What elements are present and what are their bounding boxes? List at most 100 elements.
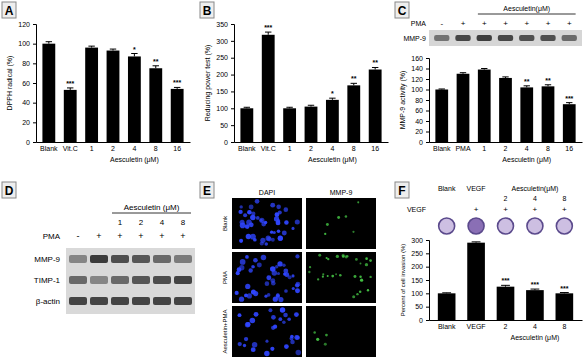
bar: [64, 90, 77, 142]
blot-header: Aesculetin (μM): [124, 203, 180, 212]
micrograph: [232, 252, 302, 303]
cell-dot: [335, 273, 337, 275]
lane-mark: +: [482, 19, 487, 28]
y-tick-label: 80: [22, 60, 30, 67]
x-tick: VEGF: [467, 320, 486, 330]
cell-dot: [278, 210, 282, 214]
cell-dot: [296, 336, 300, 340]
cell-dot: [325, 334, 328, 337]
column-label: MMP-9: [330, 189, 353, 196]
x-tick: 2: [504, 142, 508, 152]
y-tick-label: 200: [216, 71, 228, 78]
bar: [107, 51, 120, 142]
cell-dot: [282, 263, 285, 266]
y-tick-label: 300: [216, 38, 228, 45]
error-bar: [88, 46, 94, 47]
panel-label-box: [395, 182, 409, 198]
error-bar: [67, 88, 73, 90]
x-axis-line: [430, 142, 583, 143]
micrograph: [232, 198, 302, 249]
x-tick: 16: [371, 142, 379, 152]
micrograph: [306, 252, 376, 303]
x-tick: 4: [525, 142, 529, 152]
error-bar: [308, 105, 314, 106]
cell-dot: [294, 312, 299, 317]
x-tick-label: 1: [288, 145, 292, 152]
x-tick: 4: [330, 142, 334, 152]
x-tick-label: Blank: [438, 323, 456, 330]
cell-dot: [256, 216, 260, 220]
blot-band: [455, 35, 470, 41]
y-tick-mark: [231, 108, 234, 109]
x-tick: 4: [132, 142, 136, 152]
cell-dot: [294, 335, 299, 340]
micrograph: [306, 198, 376, 249]
bar: [305, 107, 318, 142]
error-bar: [560, 292, 569, 294]
y-tick-mark: [33, 44, 36, 45]
blot-band: [90, 276, 108, 284]
bar: [42, 44, 55, 142]
cell-dot: [369, 276, 371, 278]
cell-dot: [265, 281, 270, 286]
y-tick-mark: [231, 125, 234, 126]
y-tick-mark: [33, 83, 36, 84]
cell-dot: [240, 223, 246, 229]
cell-dot: [251, 265, 254, 268]
error-bar: [265, 32, 271, 35]
x-axis-title: Aesculetin (μM): [511, 334, 560, 342]
invasion-well: [527, 218, 543, 234]
cell-dot: [360, 279, 363, 282]
x-axis-title: Aesculetin (μM): [110, 156, 159, 164]
cell-dot: [251, 212, 255, 216]
lane-mark: +: [524, 19, 529, 28]
x-tick: PMA: [455, 142, 471, 152]
cell-dot: [246, 219, 252, 225]
y-tick-mark: [33, 103, 36, 104]
x-tick: Blank: [433, 142, 451, 152]
bar: [499, 78, 512, 142]
x-axis-line: [235, 142, 389, 143]
cell-dot: [278, 236, 283, 241]
cell-dot: [295, 288, 300, 293]
cell-dot: [365, 263, 368, 266]
blot-band: [174, 276, 192, 284]
x-tick: 2: [504, 320, 508, 330]
x-tick: 2: [309, 142, 313, 152]
x-tick: 16: [173, 142, 181, 152]
x-tick-label: Blank: [40, 145, 58, 152]
y-tick: 350: [216, 21, 234, 28]
cell-dot: [337, 216, 340, 219]
error-bar: [351, 83, 357, 85]
y-tick-mark: [426, 58, 429, 59]
blot-band: [519, 35, 534, 41]
cell-dot: [316, 338, 319, 341]
y-tick: 50: [415, 303, 429, 310]
micrograph-background: [306, 252, 376, 303]
y-tick: 20: [415, 128, 429, 135]
y-tick-mark: [33, 63, 36, 64]
cell-dot: [278, 317, 282, 321]
cell-dot: [273, 297, 278, 302]
cell-dot: [251, 347, 256, 352]
x-tick: 1: [288, 142, 292, 152]
cell-dot: [359, 291, 362, 294]
panel-letter: E: [203, 184, 211, 198]
y-axis: 050100150200250300: [411, 237, 429, 324]
cell-dot: [309, 266, 311, 268]
y-axis: 020406080100120140160: [411, 55, 429, 146]
error-bar: [545, 85, 551, 87]
y-tick-label: 0: [419, 317, 423, 324]
treatment-label: VEGF: [407, 206, 426, 213]
bar: [262, 35, 275, 142]
lane-mark: +: [159, 231, 164, 241]
panel-label: E: [200, 182, 214, 198]
error-bar: [566, 103, 572, 105]
cell-dot: [295, 220, 300, 225]
panel-letter: C: [398, 4, 407, 18]
band-label: MMP-9: [403, 35, 426, 42]
cell-dot: [282, 231, 287, 236]
cell-dot: [324, 343, 327, 346]
lane-mark: +: [546, 19, 551, 28]
cell-dot: [284, 344, 289, 349]
